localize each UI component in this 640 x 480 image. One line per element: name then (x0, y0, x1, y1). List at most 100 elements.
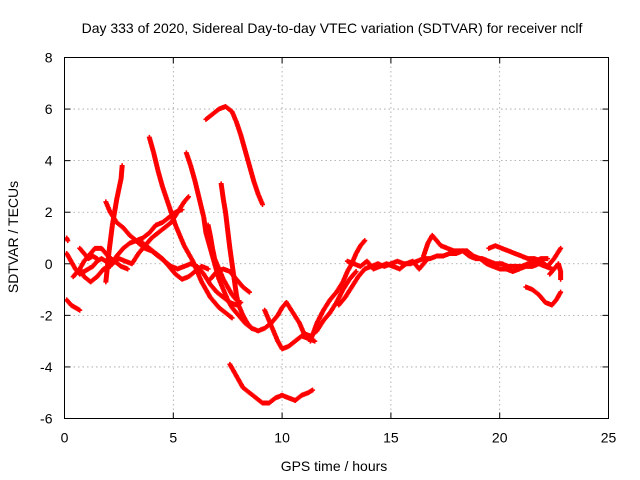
data-point-marker (146, 223, 158, 236)
data-point-marker (349, 275, 360, 290)
data-point-marker (327, 290, 339, 303)
data-point-marker (88, 275, 99, 285)
data-point-marker (397, 262, 408, 272)
data-point-marker (336, 295, 347, 308)
data-point-marker (229, 315, 235, 321)
data-point-marker (246, 163, 256, 183)
data-point-marker (155, 226, 167, 236)
data-point-marker (283, 299, 295, 314)
series-track-a (64, 235, 71, 244)
data-point-marker (186, 269, 197, 280)
data-point-marker (203, 112, 214, 122)
series-track-v (421, 232, 555, 275)
data-point-marker (223, 310, 234, 320)
data-point-marker (423, 258, 429, 264)
data-point-marker (545, 257, 556, 269)
y-tick-label: 2 (45, 204, 53, 220)
series-track-o (218, 181, 255, 331)
data-point-marker (162, 220, 173, 231)
data-point-marker (312, 338, 318, 344)
x-tick-label: 10 (274, 430, 290, 446)
series-track-b (64, 297, 83, 313)
data-point-marker (209, 107, 221, 117)
data-point-marker (246, 289, 252, 295)
data-point-marker (260, 201, 266, 207)
data-point-marker (64, 297, 73, 307)
data-point-marker (120, 225, 132, 237)
y-tick-label: 8 (45, 50, 53, 66)
data-point-marker (266, 396, 277, 406)
data-point-marker (227, 245, 235, 265)
data-point-marker (120, 241, 132, 251)
data-point-marker (244, 320, 254, 330)
data-point-marker (207, 294, 217, 304)
data-point-marker (334, 288, 345, 305)
series-track-h (103, 163, 125, 285)
data-points (64, 103, 564, 406)
series-track-p (227, 361, 316, 406)
series-track-y (547, 261, 564, 282)
chart-title: Day 333 of 2020, Sidereal Day-to-day VTE… (82, 20, 583, 36)
data-point-marker (140, 231, 151, 241)
y-tick-label: 0 (45, 256, 53, 272)
series-track-q (262, 307, 318, 352)
data-point-marker (109, 198, 119, 228)
data-point-marker (246, 390, 258, 400)
data-point-marker (242, 147, 252, 167)
x-axis-label: GPS time / hours (281, 458, 388, 474)
data-point-marker (114, 220, 125, 230)
y-tick-label: 6 (45, 101, 53, 117)
data-point-marker (151, 150, 161, 172)
data-point-marker (181, 195, 191, 205)
data-point-marker (292, 393, 304, 403)
data-point-marker (353, 269, 359, 275)
data-point-marker (214, 289, 225, 299)
data-point-marker (159, 215, 171, 226)
data-point-marker (155, 253, 167, 263)
data-point-marker (320, 298, 332, 313)
x-tick-label: 5 (169, 430, 177, 446)
series-track-t (336, 248, 551, 308)
series-track-s (307, 238, 368, 344)
y-axis-label: SDTVAR / TECUs (5, 181, 21, 293)
data-point-marker (314, 319, 326, 334)
data-point-marker (205, 266, 211, 272)
data-point-marker (192, 178, 202, 201)
data-point-marker (188, 163, 198, 183)
data-point-marker (127, 232, 138, 243)
series-track-f (77, 207, 185, 285)
data-point-marker (77, 245, 86, 255)
data-point-marker (94, 256, 100, 262)
data-point-marker (290, 310, 302, 325)
data-point-marker (129, 252, 141, 267)
data-point-marker (207, 270, 219, 282)
series-track-u (344, 258, 429, 272)
data-point-marker (362, 238, 368, 244)
data-point-marker (114, 246, 125, 259)
data-point-marker (64, 235, 70, 242)
data-point-marker (249, 325, 255, 331)
data-point-marker (194, 263, 206, 276)
data-point-marker (225, 227, 233, 250)
data-point-marker (464, 248, 475, 258)
x-tick-label: 25 (601, 430, 617, 446)
data-point-marker (207, 281, 219, 294)
data-point-marker (347, 270, 358, 282)
series-track-l (203, 103, 266, 207)
data-point-marker (229, 305, 241, 317)
data-point-marker (558, 276, 564, 282)
data-point-marker (549, 298, 558, 308)
series-track-e (77, 245, 100, 262)
data-point-marker (355, 267, 367, 280)
data-point-marker (320, 311, 332, 324)
data-point-marker (229, 261, 237, 281)
data-point-marker (149, 248, 160, 258)
data-point-marker (135, 240, 147, 250)
series-track-i (146, 134, 235, 321)
data-point-marker (146, 134, 156, 155)
data-point-marker (310, 387, 316, 393)
series-track-x (523, 284, 564, 308)
data-point-marker (477, 256, 489, 266)
data-point-marker (558, 245, 564, 251)
